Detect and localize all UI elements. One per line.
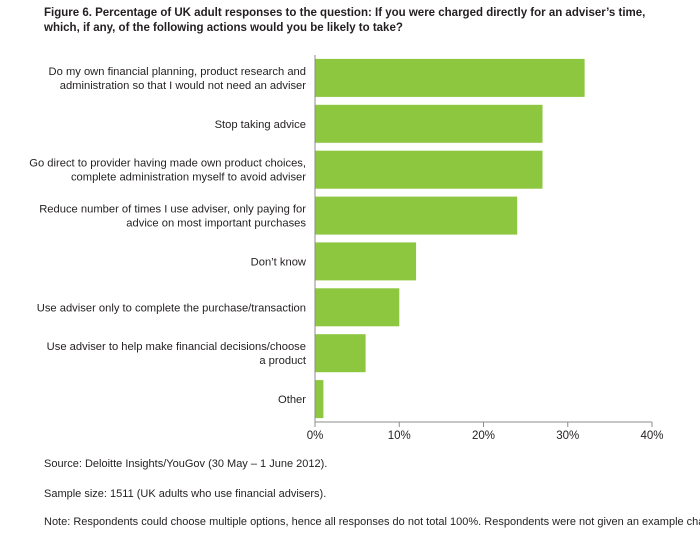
bar — [315, 196, 518, 235]
category-label: Use adviser only to complete the purchas… — [37, 302, 306, 314]
category-label: Stop taking advice — [215, 119, 306, 131]
bar — [315, 334, 366, 373]
category-label: Go direct to provider having made own pr… — [29, 158, 306, 184]
bar — [315, 288, 400, 327]
x-tick-label: 40% — [640, 430, 663, 442]
source-note: Source: Deloitte Insights/YouGov (30 May… — [44, 458, 328, 470]
bar — [315, 104, 543, 143]
bar — [315, 150, 543, 189]
category-label: Reduce number of times I use adviser, on… — [39, 204, 306, 230]
category-label: Other — [278, 394, 306, 406]
chart-title: Figure 6. Percentage of UK adult respons… — [44, 7, 646, 34]
footnote: Note: Respondents could choose multiple … — [44, 516, 700, 528]
category-label: Don’t know — [251, 256, 307, 268]
x-tick-label: 0% — [307, 430, 324, 442]
bar — [315, 380, 324, 419]
category-label: Use adviser to help make financial decis… — [47, 341, 307, 367]
bar — [315, 242, 417, 281]
x-tick-label: 30% — [556, 430, 579, 442]
sample-size-note: Sample size: 1511 (UK adults who use fin… — [44, 488, 327, 500]
x-tick-label: 10% — [388, 430, 411, 442]
x-tick-label: 20% — [472, 430, 495, 442]
bar — [315, 58, 585, 97]
category-label: Do my own financial planning, product re… — [49, 66, 307, 92]
